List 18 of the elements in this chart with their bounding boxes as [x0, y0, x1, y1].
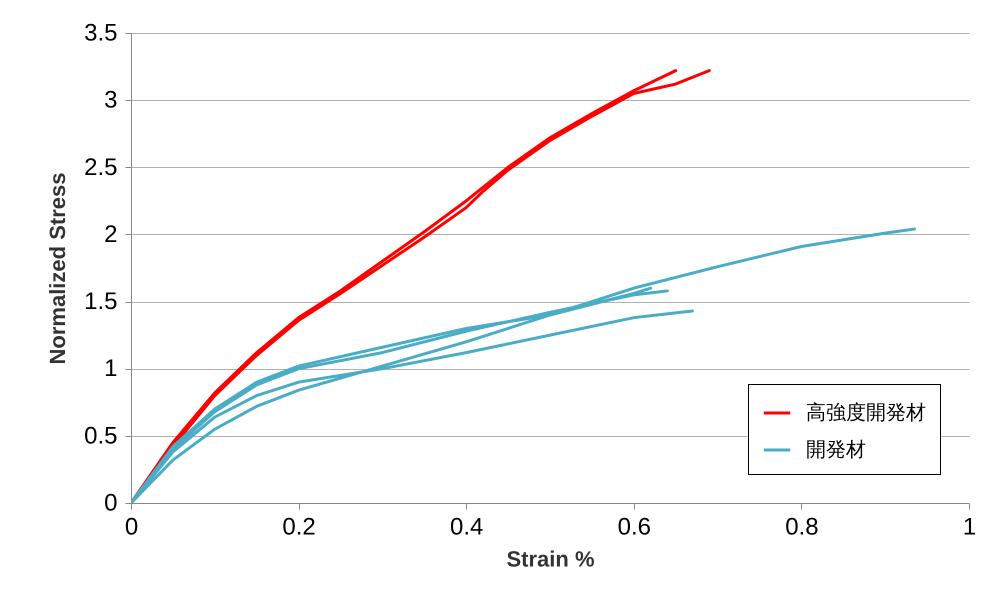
y-tick-label: 3.5: [84, 20, 118, 46]
x-tick-label: 1: [962, 514, 976, 540]
legend-label: 開発材: [806, 439, 866, 461]
y-tick-label: 1: [104, 355, 118, 382]
y-tick-label: 3: [104, 86, 118, 114]
x-tick-label: 0.2: [282, 514, 316, 540]
legend-label: 高強度開発材: [806, 401, 926, 424]
y-tick-label: 0.5: [84, 422, 118, 450]
x-tick-label: 0: [124, 514, 138, 540]
y-tick-label: 0: [104, 490, 118, 516]
y-axis-title: Normalized Stress: [45, 172, 70, 364]
x-tick-label: 0.4: [450, 514, 484, 540]
x-axis-title: Strain %: [506, 546, 595, 572]
y-tick-label: 2.5: [84, 154, 118, 181]
y-tick-label: 2: [104, 220, 118, 248]
y-tick-label: 1.5: [84, 288, 118, 316]
x-tick-label: 0.8: [785, 514, 819, 540]
x-tick-label: 0.6: [618, 514, 651, 540]
